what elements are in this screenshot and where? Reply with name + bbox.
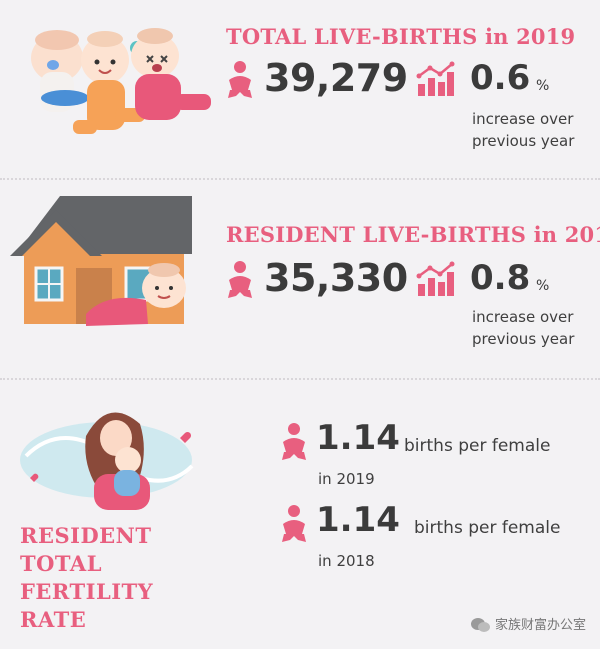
watermark: 家族财富办公室 xyxy=(470,614,586,634)
wechat-icon xyxy=(470,618,490,632)
divider-2 xyxy=(0,378,600,380)
baby-icon xyxy=(282,423,306,460)
divider-1 xyxy=(0,178,600,180)
total-births-section: TOTAL LIVE-BIRTHS in 2019 39,279 0.6 % i… xyxy=(0,0,600,180)
resident-births-section: RESIDENT LIVE-BIRTHS in 2019 35,330 0.8 … xyxy=(0,188,600,368)
growth-chart-icon xyxy=(416,61,455,96)
total-births-note-line2: previous year xyxy=(472,132,575,150)
total-births-title: TOTAL LIVE-BIRTHS in 2019 xyxy=(226,24,576,49)
watermark-text: 家族财富办公室 xyxy=(494,617,586,633)
resident-births-change: 0.8 xyxy=(470,258,531,298)
babies-illustration xyxy=(31,28,211,134)
total-births-change: 0.6 xyxy=(470,58,531,98)
resident-births-count: 35,330 xyxy=(264,256,408,300)
resident-births-title: RESIDENT LIVE-BIRTHS in 2019 xyxy=(226,222,600,247)
resident-births-note-line1: increase over xyxy=(472,308,574,326)
house-illustration xyxy=(10,196,192,326)
fertility-unit-2019: births per female xyxy=(404,436,551,456)
fertility-rate-section: RESIDENT TOTAL FERTILITY RATE 1.14 birth… xyxy=(0,380,600,649)
resident-births-change-unit: % xyxy=(536,278,550,294)
total-births-note-line1: increase over xyxy=(472,110,574,128)
baby-icon xyxy=(282,505,306,542)
total-births-count: 39,279 xyxy=(264,56,408,100)
fertility-rate-title: RESIDENT TOTAL FERTILITY RATE xyxy=(20,522,153,634)
mother-child-illustration xyxy=(20,412,194,510)
resident-births-note-line2: previous year xyxy=(472,330,575,348)
fertility-year-2018: in 2018 xyxy=(318,552,375,570)
baby-icon xyxy=(228,261,252,298)
fertility-rate-2018: 1.14 xyxy=(316,500,400,540)
fertility-title-line: FERTILITY xyxy=(20,579,154,604)
fertility-unit-2018: births per female xyxy=(414,518,561,538)
fertility-title-line: TOTAL xyxy=(20,551,102,576)
fertility-title-line: RATE xyxy=(20,607,87,632)
fertility-rate-2019: 1.14 xyxy=(316,418,400,458)
growth-chart-icon xyxy=(416,261,455,296)
total-births-change-unit: % xyxy=(536,78,550,94)
fertility-title-line: RESIDENT xyxy=(20,523,152,548)
baby-icon xyxy=(228,61,252,98)
fertility-year-2019: in 2019 xyxy=(318,470,375,488)
